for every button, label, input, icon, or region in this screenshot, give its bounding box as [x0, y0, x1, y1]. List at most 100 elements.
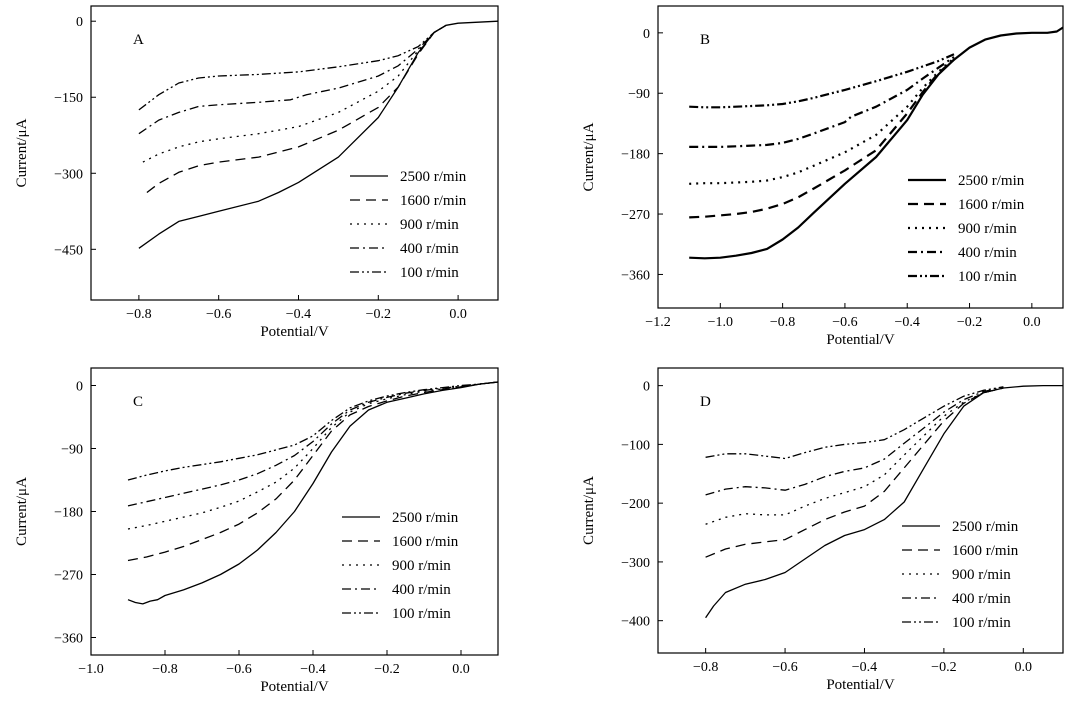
y-axis-label: Current/μA — [581, 476, 597, 545]
plot-frame — [90, 5, 499, 301]
x-tick-label: 0.0 — [1015, 660, 1033, 675]
legend-label: 1600 r/min — [952, 543, 1019, 559]
legend: 2500 r/min 1600 r/min 900 r/min 400 r/min 10… — [350, 169, 467, 281]
series-line-100-rpm — [138, 24, 447, 111]
legend-label: 900 r/min — [952, 567, 1011, 583]
series-line-400-rpm — [127, 381, 499, 507]
y-tick-label: −400 — [621, 615, 650, 630]
y-tick-label: 0 — [643, 380, 650, 395]
legend-label: 1600 r/min — [392, 534, 459, 550]
series-line-100-rpm — [705, 386, 1004, 460]
y-axis-label: Current/μA — [14, 118, 30, 187]
x-tick-label: 0.0 — [1023, 315, 1041, 330]
legend-label: 100 r/min — [958, 269, 1017, 285]
chart-panel-b: −1.2 −1.0 −0.8 −0.6 −0.4 −0.2 0.0 0 −90 −180 −270 −… — [581, 5, 1064, 348]
series-line-900-rpm — [142, 24, 447, 163]
legend-label: 100 r/min — [400, 265, 459, 281]
x-tick-label: −0.4 — [895, 315, 920, 330]
y-axis-label: Current/μA — [581, 122, 597, 191]
x-tick-label: −0.2 — [374, 662, 399, 677]
x-tick-label: −0.8 — [126, 307, 151, 322]
x-axis-label: Potential/V — [826, 332, 894, 348]
legend-label: 2500 r/min — [952, 519, 1019, 535]
x-tick-label: −0.8 — [152, 662, 177, 677]
x-tick-label: −0.6 — [772, 660, 797, 675]
y-tick-label: −300 — [54, 167, 83, 182]
y-tick-label: −360 — [621, 268, 650, 283]
series-line-100-rpm — [127, 381, 499, 481]
series-line-900-rpm — [705, 387, 1004, 525]
legend-label: 900 r/min — [392, 558, 451, 574]
x-tick-label: −0.6 — [206, 307, 231, 322]
x-tick-label: −0.4 — [852, 660, 877, 675]
x-tick-label: −1.2 — [645, 315, 670, 330]
chart-panel-a: −0.8 −0.6 −0.4 −0.2 0.0 0 −150 −300 −450 Potentia… — [14, 5, 499, 340]
x-tick-label: −0.6 — [226, 662, 251, 677]
legend: 2500 r/min 1600 r/min 900 r/min 400 r/min 10… — [342, 510, 459, 622]
x-tick-label: −1.0 — [78, 662, 103, 677]
x-tick-label: −0.4 — [300, 662, 325, 677]
y-tick-label: −90 — [61, 443, 83, 458]
series-line-2500-rpm — [689, 26, 1064, 260]
series-line-2500-rpm — [138, 20, 499, 249]
y-tick-label: −450 — [54, 243, 83, 258]
legend: 2500 r/min 1600 r/min 900 r/min 400 r/min 10… — [908, 173, 1025, 285]
series-line-900-rpm — [689, 57, 955, 185]
legend-label: 400 r/min — [400, 241, 459, 257]
series-line-400-rpm — [689, 56, 955, 148]
x-axis-label: Potential/V — [260, 324, 328, 340]
legend-label: 2500 r/min — [400, 169, 467, 185]
x-tick-label: −0.4 — [286, 307, 311, 322]
y-tick-label: −270 — [621, 208, 650, 223]
series-line-1600-rpm — [689, 58, 955, 219]
legend-label: 100 r/min — [952, 615, 1011, 631]
panel-label: C — [133, 394, 143, 410]
series-line-2500-rpm — [127, 381, 499, 605]
legend-label: 900 r/min — [958, 221, 1017, 237]
chart-panel-c: −1.0 −0.8 −0.6 −0.4 −0.2 0.0 0 −90 −180 −270 −360 P… — [14, 367, 499, 695]
y-tick-label: −90 — [628, 87, 650, 102]
series-line-900-rpm — [127, 381, 499, 530]
y-tick-label: −100 — [621, 438, 650, 453]
y-tick-label: −180 — [54, 506, 83, 521]
legend-label: 400 r/min — [392, 582, 451, 598]
legend-label: 2500 r/min — [958, 173, 1025, 189]
x-tick-label: 0.0 — [449, 307, 467, 322]
x-tick-label: −0.2 — [366, 307, 391, 322]
panel-label: D — [700, 394, 711, 410]
y-tick-label: 0 — [76, 380, 83, 395]
legend-label: 2500 r/min — [392, 510, 459, 526]
legend-label: 100 r/min — [392, 606, 451, 622]
series-line-2500-rpm — [705, 384, 1063, 619]
y-tick-label: −360 — [54, 632, 83, 647]
legend-label: 1600 r/min — [400, 193, 467, 209]
legend-label: 1600 r/min — [958, 197, 1025, 213]
legend-label: 400 r/min — [952, 591, 1011, 607]
y-tick-label: −180 — [621, 148, 650, 163]
x-axis-label: Potential/V — [260, 679, 328, 695]
x-tick-label: −0.8 — [693, 660, 718, 675]
x-tick-label: −0.2 — [957, 315, 982, 330]
series-line-400-rpm — [138, 24, 447, 135]
panel-label: A — [133, 32, 144, 48]
y-tick-label: −300 — [621, 556, 650, 571]
x-tick-label: −0.6 — [832, 315, 857, 330]
x-tick-label: −1.0 — [708, 315, 733, 330]
plot-frame — [657, 5, 1064, 309]
y-tick-label: 0 — [643, 27, 650, 42]
legend-label: 900 r/min — [400, 217, 459, 233]
series-line-100-rpm — [689, 53, 955, 109]
x-tick-label: 0.0 — [452, 662, 470, 677]
series-line-1600-rpm — [705, 387, 1004, 558]
series-line-400-rpm — [705, 386, 1004, 496]
legend-label: 400 r/min — [958, 245, 1017, 261]
x-tick-label: −0.2 — [931, 660, 956, 675]
chart-panel-d: −0.8 −0.6 −0.4 −0.2 0.0 0 −100 −200 −300 −400 Pote… — [581, 367, 1064, 693]
series-line-1600-rpm — [146, 24, 447, 194]
plot-frame — [657, 367, 1064, 654]
panel-label: B — [700, 32, 710, 48]
x-tick-label: −0.8 — [770, 315, 795, 330]
legend: 2500 r/min 1600 r/min 900 r/min 400 r/min 10… — [902, 519, 1019, 631]
y-tick-label: 0 — [76, 15, 83, 30]
